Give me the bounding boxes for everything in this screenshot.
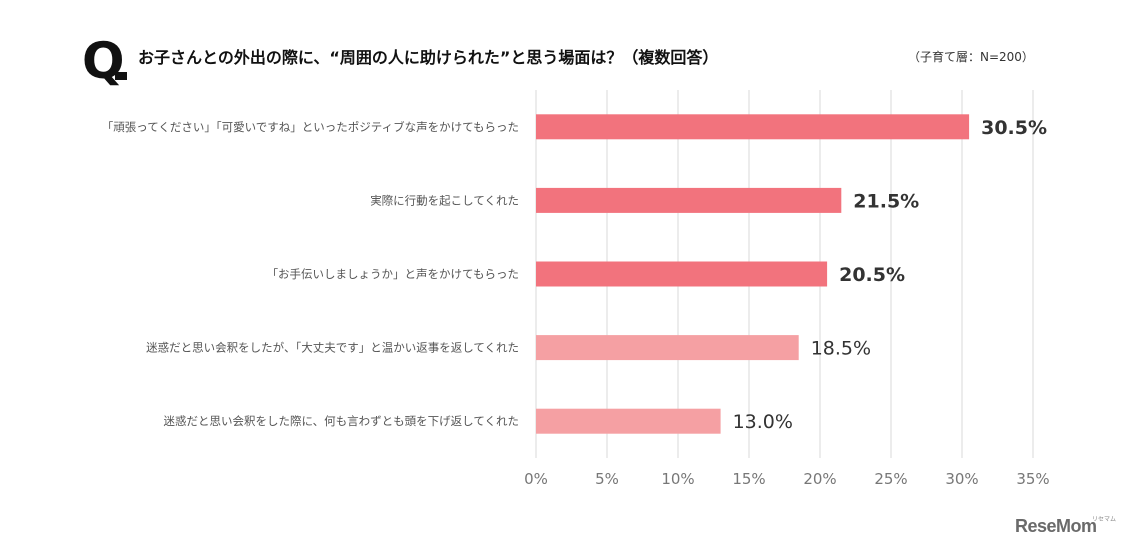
x-tick-label: 25% [874,470,907,488]
x-tick-label: 30% [945,470,978,488]
x-tick-label: 20% [803,470,836,488]
resemom-logo-sub: リセマム [1092,516,1117,523]
category-label: 迷惑だと思い会釈をしたが、「大丈夫です」と温かい返事を返してくれた [146,341,519,355]
x-tick-label: 0% [524,470,548,488]
x-tick-label: 15% [732,470,765,488]
category-label: 「お手伝いしましょうか」と声をかけてもらった [267,267,519,281]
value-label: 18.5% [811,338,871,360]
bar [536,408,721,434]
x-tick-label: 35% [1016,470,1049,488]
bar [536,261,828,287]
x-tick-label: 5% [595,470,619,488]
value-label: 13.0% [733,411,793,433]
bar [536,187,842,213]
value-label: 20.5% [839,264,905,286]
value-label: 21.5% [853,190,919,212]
category-label: 迷惑だと思い会釈をした際に、何も言わずとも頭を下げ返してくれた [164,414,519,428]
bar [536,335,799,361]
q-mark-dot [115,72,127,80]
resemom-logo: ReseMom [1015,516,1097,536]
x-tick-label: 10% [661,470,694,488]
category-label: 実際に行動を起こしてくれた [370,193,519,207]
value-label: 30.5% [981,117,1047,139]
sample-size-note: （子育て層：N=200） [908,50,1034,64]
category-label: 「頑張ってください」「可愛いですね」といったポジティブな声をかけてもらった [102,120,519,134]
question-title: お子さんとの外出の際に、“周囲の人に助けられた”と思う場面は？（複数回答） [138,48,719,67]
bar [536,114,970,140]
